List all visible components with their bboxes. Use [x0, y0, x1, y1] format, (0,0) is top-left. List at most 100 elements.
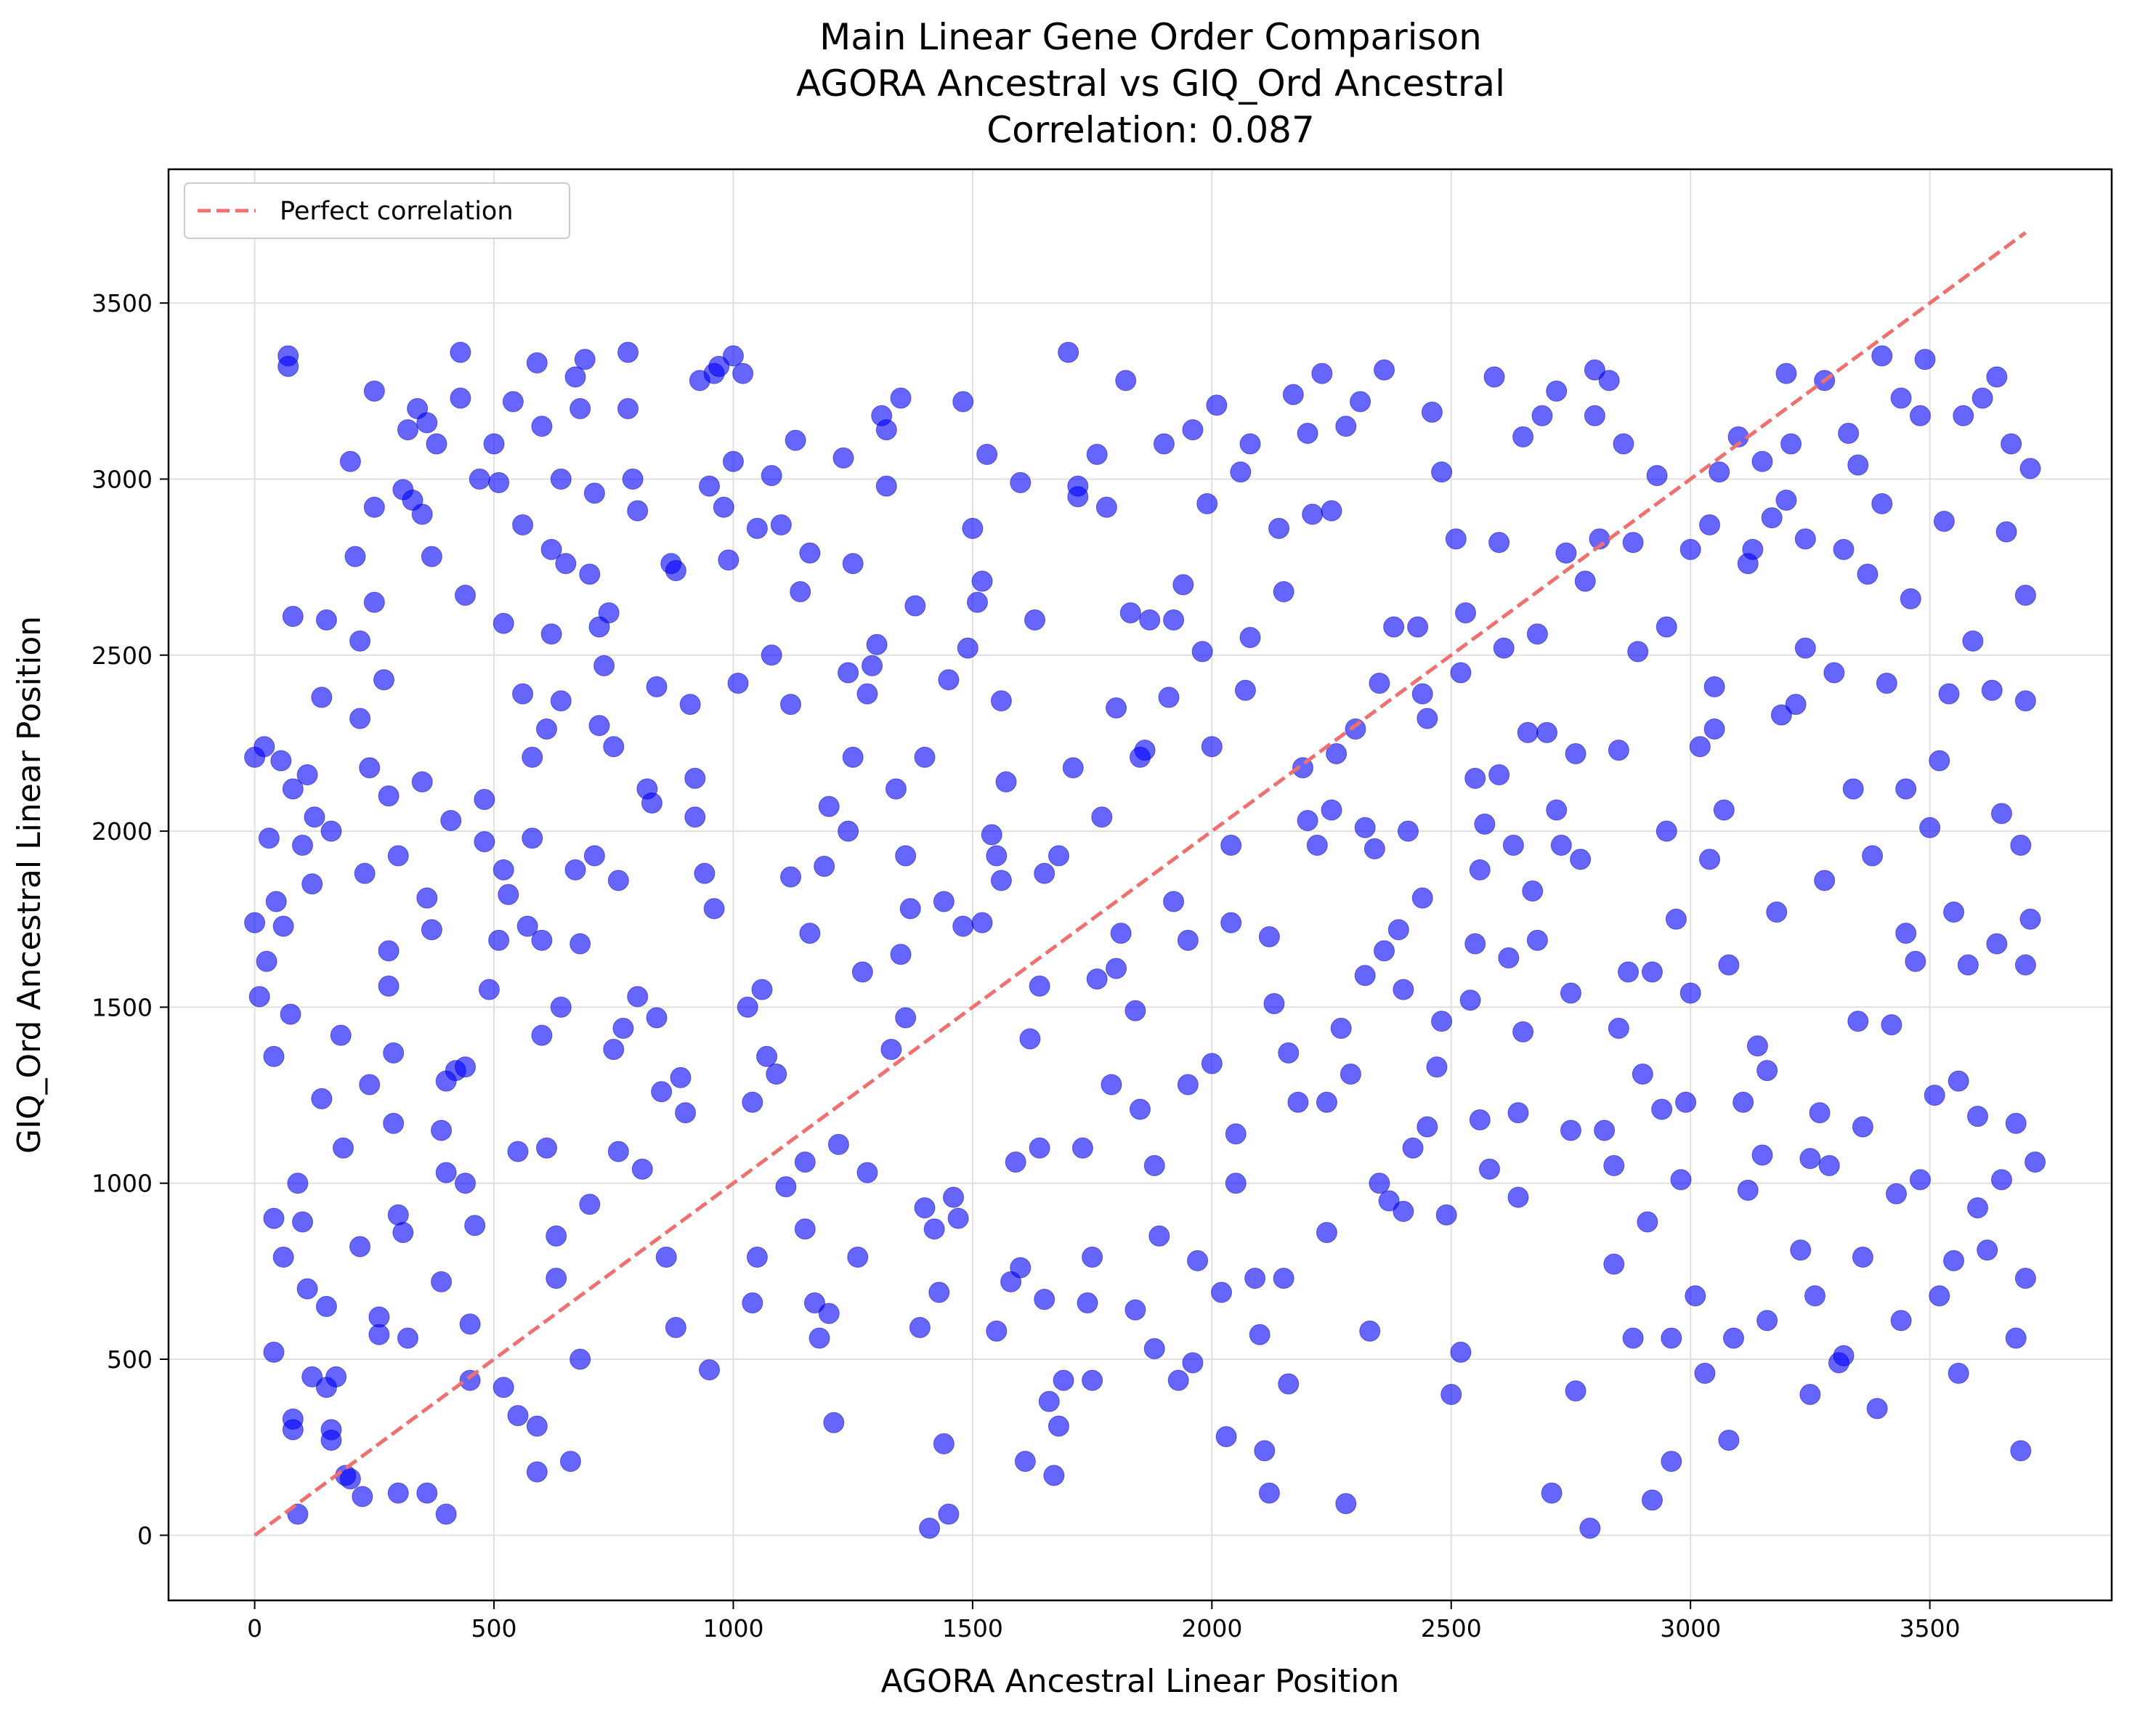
- data-point: [1359, 1320, 1381, 1342]
- data-point: [1034, 1289, 1055, 1311]
- data-point: [1302, 503, 1324, 525]
- data-point: [1378, 1190, 1400, 1212]
- data-point: [1818, 1154, 1840, 1176]
- data-point: [1775, 490, 1797, 511]
- data-point: [1756, 1310, 1778, 1332]
- data-point: [522, 827, 543, 849]
- data-point: [1570, 849, 1592, 870]
- data-point: [904, 595, 926, 617]
- data-points: [244, 341, 2046, 1539]
- data-point: [1211, 1281, 1233, 1303]
- data-point: [1809, 1102, 1831, 1124]
- data-point: [478, 979, 500, 1000]
- data-point: [622, 468, 644, 490]
- data-point: [1459, 989, 1481, 1011]
- data-point: [1507, 1186, 1529, 1208]
- data-point: [1574, 570, 1596, 592]
- data-point: [790, 581, 811, 603]
- data-point: [1316, 1091, 1337, 1113]
- data-point: [1933, 511, 1955, 533]
- data-point: [546, 1225, 567, 1247]
- data-point: [737, 996, 758, 1018]
- data-point: [1383, 616, 1405, 638]
- data-point: [603, 1039, 625, 1061]
- data-point: [1957, 954, 1979, 976]
- data-point: [1847, 1011, 1869, 1032]
- data-point: [631, 1158, 653, 1180]
- data-point: [265, 891, 287, 912]
- data-point: [1187, 1250, 1209, 1271]
- data-point: [808, 1327, 830, 1349]
- x-axis-label: AGORA Ancestral Linear Position: [881, 1663, 1400, 1700]
- data-point: [1881, 1014, 1902, 1036]
- data-point: [895, 1007, 917, 1029]
- data-point: [1517, 721, 1539, 743]
- data-point: [794, 1218, 816, 1240]
- data-point: [1794, 528, 1816, 550]
- data-point: [670, 1066, 692, 1088]
- data-point: [416, 412, 438, 434]
- data-point: [359, 757, 381, 779]
- data-point: [498, 883, 519, 905]
- data-point: [387, 845, 409, 867]
- data-point: [1010, 471, 1032, 493]
- data-point: [1948, 1362, 1969, 1384]
- data-point: [684, 767, 706, 789]
- data-point: [1282, 384, 1304, 405]
- data-point: [531, 416, 553, 437]
- data-point: [1594, 1119, 1616, 1141]
- data-point: [1531, 405, 1553, 426]
- data-point: [1579, 1518, 1601, 1539]
- data-point: [1043, 1465, 1065, 1486]
- data-point: [546, 1268, 567, 1289]
- data-point: [1273, 581, 1294, 603]
- data-point: [311, 1088, 333, 1109]
- data-point: [1909, 405, 1931, 426]
- data-point: [254, 736, 275, 758]
- data-point: [703, 898, 725, 920]
- y-axis-ticks: 0 500 1000 1500 2000 2500 3000 3500: [92, 289, 169, 1550]
- data-point: [890, 387, 912, 409]
- data-point: [1862, 845, 1884, 867]
- data-point: [2025, 1151, 2046, 1173]
- data-point: [775, 1176, 797, 1198]
- data-point: [1431, 461, 1453, 483]
- data-point: [1661, 1451, 1682, 1473]
- data-point: [450, 341, 471, 363]
- data-point: [474, 788, 495, 810]
- data-point: [1488, 532, 1510, 554]
- data-point: [469, 468, 490, 490]
- data-point: [655, 1246, 677, 1268]
- data-point: [1258, 926, 1280, 947]
- data-point: [914, 746, 936, 768]
- data-point: [1086, 968, 1108, 990]
- data-point: [291, 834, 313, 856]
- data-point: [1943, 1250, 1965, 1271]
- y-axis-label: GIQ_Ord Ancestral Linear Position: [11, 616, 48, 1154]
- data-point: [909, 1316, 931, 1338]
- data-point: [339, 450, 361, 472]
- data-point: [1488, 764, 1510, 786]
- data-point: [1369, 1173, 1390, 1194]
- data-point: [746, 1246, 768, 1268]
- data-point: [431, 1119, 453, 1141]
- data-point: [641, 792, 662, 814]
- data-point: [1833, 1345, 1855, 1366]
- data-point: [617, 341, 639, 363]
- data-point: [1584, 405, 1605, 426]
- data-point: [1871, 493, 1893, 514]
- data-point: [1124, 1299, 1146, 1321]
- data-point: [1225, 1123, 1247, 1145]
- data-point: [1474, 813, 1496, 835]
- data-point: [1886, 1183, 1908, 1204]
- data-point: [742, 1091, 763, 1113]
- data-point: [962, 517, 984, 539]
- data-point: [617, 398, 639, 420]
- data-point: [1163, 609, 1185, 631]
- data-point: [1047, 1415, 1069, 1437]
- data-point: [1785, 694, 1807, 716]
- y-tick-label: 500: [107, 1345, 153, 1374]
- data-point: [1201, 736, 1223, 758]
- data-point: [493, 612, 514, 634]
- data-point: [1555, 542, 1577, 564]
